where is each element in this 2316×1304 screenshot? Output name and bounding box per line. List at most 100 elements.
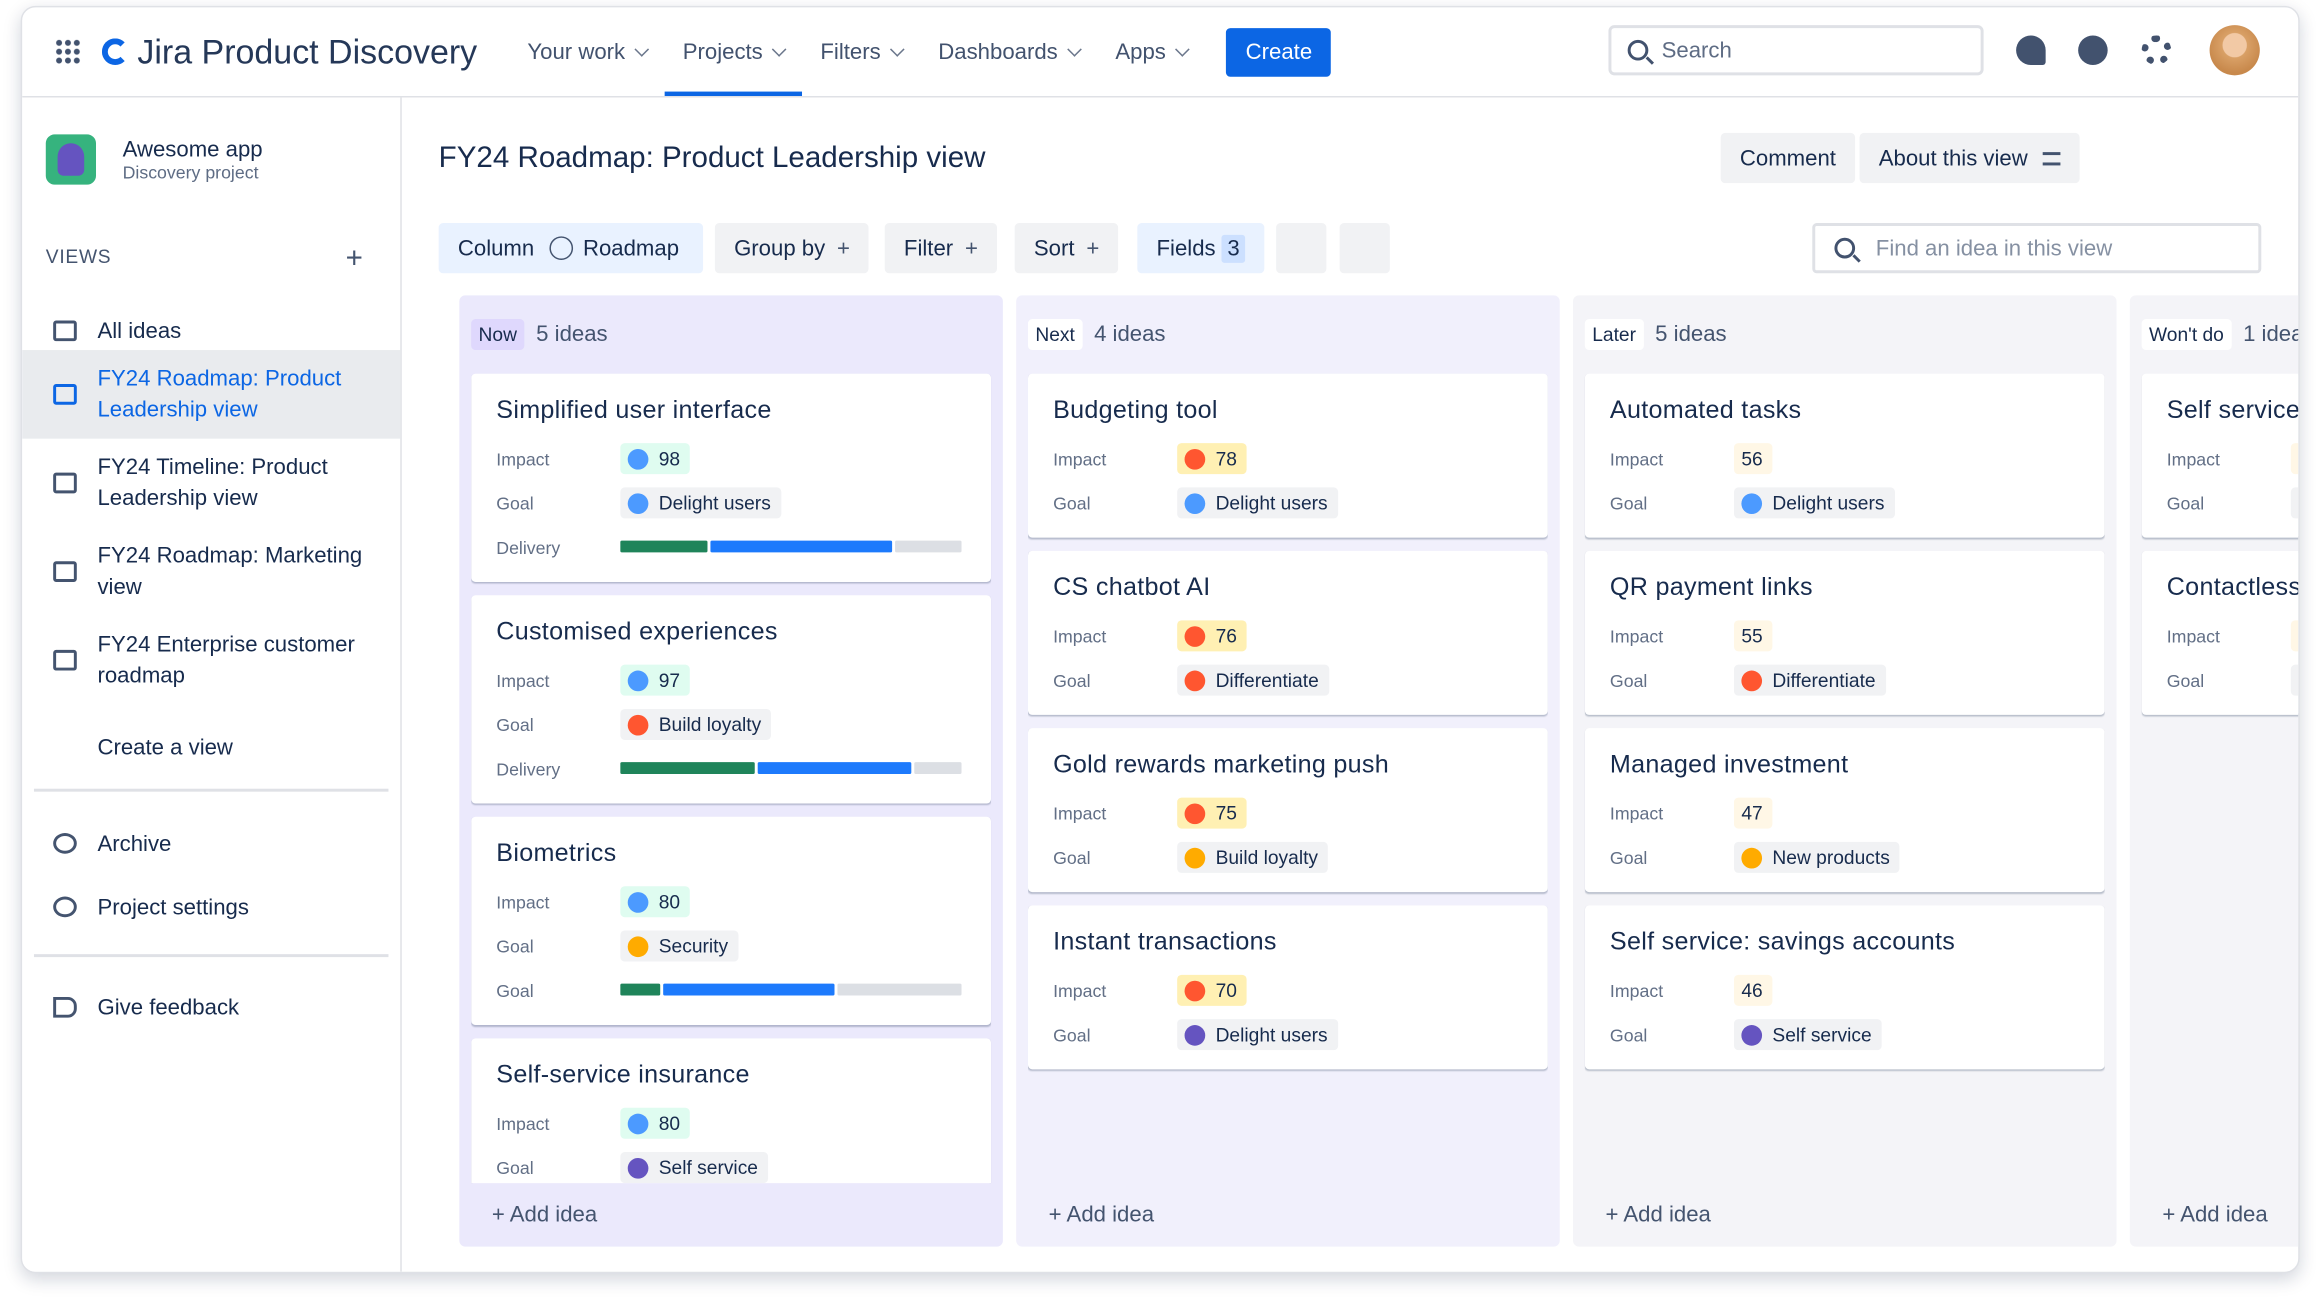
settings-icon[interactable] [2141,35,2172,65]
goal-icon [1741,669,1763,691]
card-list: Budgeting tool Impact 78 Goal Delight users C… [1027,373,1548,1183]
impact-icon [1184,625,1206,647]
about-button[interactable]: About this view [1859,132,2080,184]
find-idea[interactable]: Find an idea in this view [1812,223,2262,274]
project-name: Awesome app [122,136,263,162]
layout-button[interactable] [1276,223,1327,274]
impact-chip: 80 [620,1107,691,1139]
notifications-icon[interactable] [2016,35,2046,65]
goal-icon [1741,1024,1763,1045]
idea-card[interactable]: Biometrics Impact 80 Goal Security Goal [471,816,992,1026]
field-label: Goal [496,714,534,736]
goal-chip: Delight users [1177,487,1338,519]
idea-card[interactable]: Budgeting tool Impact 78 Goal Delight users [1027,373,1548,538]
view-item[interactable]: FY24 Roadmap: Product Leadership view [22,350,401,439]
impact-value: 98 [658,447,681,470]
idea-card[interactable]: Gold rewards marketing push Impact 75 Goal B… [1027,728,1548,893]
view-item[interactable]: Create a view [22,725,400,769]
column-button[interactable]: Column Roadmap [438,223,704,274]
idea-card[interactable]: QR payment links Impact 55 Goal Differentiat… [1584,550,2105,715]
idea-card[interactable]: Self service: savings accounts Impact 46 Go… [1584,905,2105,1070]
field-label: Impact [496,892,550,913]
impact-icon [627,448,649,469]
idea-card[interactable]: Automated tasks Impact 56 Goal Delight users [1584,373,2105,538]
filter-button[interactable]: Filter [884,223,998,274]
menu-item[interactable]: Your work [510,7,665,96]
create-button[interactable]: Create [1226,27,1332,77]
goal-icon [627,1157,649,1178]
idea-title: CS chatbot AI [1053,573,1211,602]
idea-title: Managed investment [1609,750,1849,779]
view-label: FY24 Timeline: Product Leadership view [97,454,328,512]
add-idea[interactable]: + Add idea [491,1202,598,1228]
goal-chip: New products [1733,841,1901,873]
goal-value: Self service [658,1156,759,1179]
delivery-bar [620,983,964,996]
idea-card[interactable]: Self-service insurance Impact 80 Goal Self s… [471,1038,992,1184]
impact-icon [1184,802,1206,824]
comment-button[interactable]: Comment [1720,132,1856,184]
fields-button[interactable]: Fields 3 [1137,223,1265,274]
avatar[interactable] [2209,25,2260,76]
card-list: Self service: Impact 36 Goal Contactless Impa… [2141,373,2299,1183]
idea-card[interactable]: Customised experiences Impact 97 Goal Build … [471,595,992,804]
about-text: About this view [1878,145,2028,171]
impact-value: 78 [1215,447,1237,470]
view-item[interactable]: FY24 Enterprise customer roadmap [22,616,400,705]
idea-card[interactable]: CS chatbot AI Impact 76 Goal Differentiate [1027,550,1548,715]
menu-item[interactable]: Dashboards [921,7,1098,96]
impact-value: 30 [2298,625,2299,647]
column: Next 4 ideas Budgeting tool Impact 78 Goal Del… [1016,295,1560,1247]
impact-chip: 47 [1733,797,1774,829]
delivery-segment [710,540,892,553]
sidebar-link[interactable]: Archive [22,821,400,865]
field-label: Goal [1053,493,1091,514]
goal-value: Self service [1772,1023,1872,1046]
add-view[interactable]: + [345,242,363,275]
group-by-button[interactable]: Group by [714,223,870,274]
add-idea[interactable]: + Add idea [1605,1202,1711,1228]
view-item[interactable]: FY24 Roadmap: Marketing view [22,527,400,616]
idea-card[interactable]: Self service: Impact 36 Goal [2141,373,2299,538]
app-switcher[interactable] [54,38,82,65]
view-item[interactable]: FY24 Timeline: Product Leadership view [22,439,400,528]
goal-value: Build loyalty [1215,846,1319,869]
column-count: 4 ideas [1094,321,1166,348]
column: Later 5 ideas Automated tasks Impact 56 Goal D… [1573,295,2117,1247]
add-idea[interactable]: + Add idea [2162,1202,2268,1228]
project[interactable]: Awesome app Discovery project [45,134,263,185]
field-label: Goal [1609,670,1648,692]
field-label: Impact [2166,626,2220,647]
link-icon [53,896,77,918]
column-header: Won't do 1 idea [2141,319,2298,351]
help-icon[interactable] [2078,35,2108,65]
column-header: Now 5 ideas [471,319,608,351]
add-idea[interactable]: + Add idea [1048,1202,1155,1228]
sidebar-link[interactable]: Project settings [22,885,400,929]
idea-card[interactable]: Contactless Impact 30 Goal [2141,550,2299,715]
idea-card[interactable]: Simplified user interface Impact 98 Goal Del… [471,373,992,582]
feedback-link[interactable]: Give feedback [22,985,400,1029]
sync-button[interactable] [1339,223,1390,274]
view-item[interactable]: All ideas [22,309,400,353]
search-box[interactable]: Search [1608,25,1984,76]
field-label: Goal [496,1157,534,1179]
field-label: Goal [1609,1025,1648,1046]
view-title: FY24 Roadmap: Product Leadership view [438,141,986,175]
field-label: Goal [496,980,534,1002]
sort-button[interactable]: Sort [1014,223,1119,274]
idea-card[interactable]: Instant transactions Impact 70 Goal Delight … [1027,905,1548,1070]
menu-item[interactable]: Filters [803,7,921,96]
field-label: Goal [1609,847,1648,869]
idea-card[interactable]: Managed investment Impact 47 Goal New produc… [1584,728,2105,893]
goal-chip: Delight users [620,487,782,519]
goal-chip: Security [620,930,739,962]
view-icon [53,649,77,671]
menu-item[interactable]: Projects [664,7,803,97]
app-window: Jira Product Discovery Your work Projects… [20,5,2300,1274]
menu-item[interactable]: Apps [1098,7,1206,96]
sort-text: Sort [1034,236,1099,261]
view-icon [53,320,77,342]
logo[interactable]: Jira Product Discovery [101,32,477,72]
